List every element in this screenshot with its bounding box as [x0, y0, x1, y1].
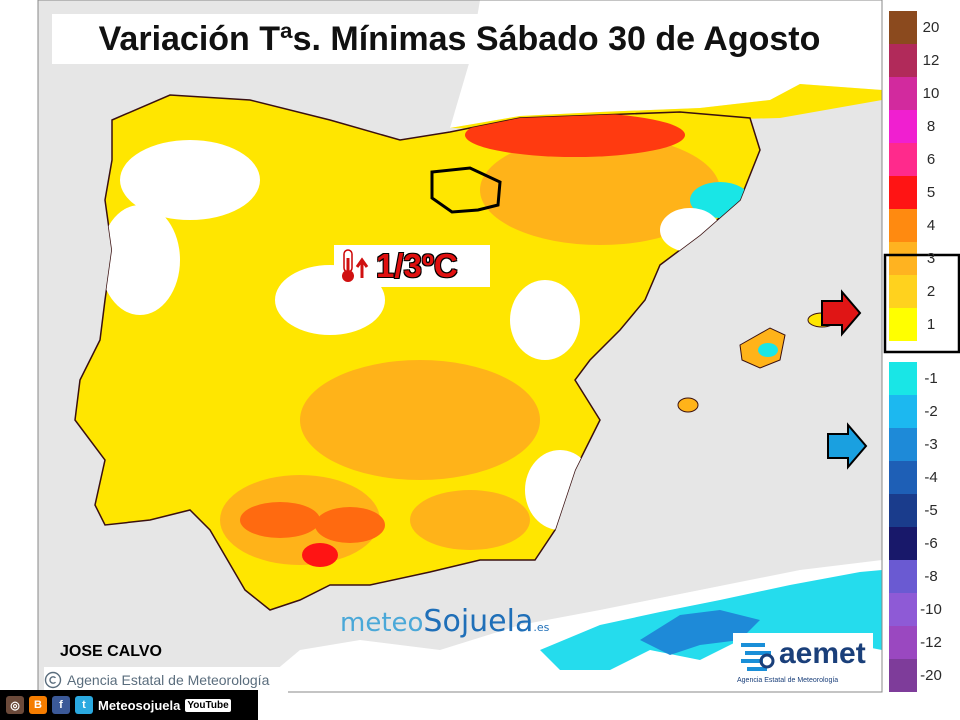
- legend-swatch: [889, 428, 917, 461]
- la-rioja-outline: [430, 166, 502, 214]
- watermark-part2: Sojuela: [423, 604, 534, 639]
- twitter-icon[interactable]: t: [75, 696, 93, 714]
- aemet-word: aemet: [779, 637, 866, 670]
- legend-swatch: [889, 308, 917, 341]
- legend-swatch: [889, 44, 917, 77]
- legend-label: 6: [926, 150, 936, 168]
- legend-label: 20: [922, 18, 940, 36]
- warm-zone: [510, 280, 580, 360]
- legend-label: 12: [922, 51, 940, 69]
- legend-label: 10: [922, 84, 940, 102]
- legend-swatch: [889, 176, 917, 209]
- map-title-box: Variación Tªs. Mínimas Sábado 30 de Agos…: [52, 14, 867, 64]
- aemet-swirl-icon: [741, 643, 775, 671]
- legend-swatch: [889, 362, 917, 395]
- legend-label: 2: [926, 282, 936, 300]
- facebook-icon[interactable]: f: [52, 696, 70, 714]
- legend-swatch: [889, 461, 917, 494]
- aemet-subtitle: Agencia Estatal de Meteorología: [737, 677, 839, 684]
- legend-swatch: [889, 494, 917, 527]
- legend-label: -4: [924, 468, 938, 486]
- legend-label: -10: [920, 600, 942, 618]
- legend-swatch: [889, 110, 917, 143]
- hot-zone: [465, 113, 685, 157]
- legend-label: -3: [924, 435, 938, 453]
- copyright-icon: [44, 671, 62, 689]
- watermark-part3: .es: [533, 621, 550, 634]
- ibiza-island: [677, 397, 699, 413]
- hot-zone: [315, 507, 385, 543]
- author-label: JOSE CALVO: [60, 643, 162, 660]
- legend-swatch: [889, 143, 917, 176]
- headline-callout: 1/3ºC: [334, 245, 490, 287]
- legend-swatch: [889, 11, 917, 44]
- legend-swatch: [889, 242, 917, 275]
- legend-label: 3: [926, 249, 936, 267]
- warm-arrow-icon: [821, 289, 862, 337]
- legend-label: -2: [924, 402, 938, 420]
- credit-text: Agencia Estatal de Meteorología: [67, 672, 270, 688]
- legend-label: 5: [926, 183, 936, 201]
- warm-zone: [480, 135, 720, 245]
- north-africa-land: [250, 560, 882, 692]
- legend-label: -12: [920, 633, 942, 651]
- legend-label: -1: [924, 369, 938, 387]
- headline-value: 1/3ºC: [376, 247, 458, 284]
- legend-label: 8: [926, 117, 936, 135]
- legend-swatch: [889, 209, 917, 242]
- legend-label: -6: [924, 534, 938, 552]
- hot-zone: [302, 543, 338, 567]
- legend-negative-scale: [889, 362, 917, 692]
- legend-swatch: [889, 275, 917, 308]
- watermark-part1: meteo: [340, 608, 424, 638]
- legend-swatch: [889, 593, 917, 626]
- legend-swatch: [889, 527, 917, 560]
- blogger-icon[interactable]: B: [29, 696, 47, 714]
- youtube-icon[interactable]: YouTube: [185, 698, 231, 712]
- legend-label: -5: [924, 501, 938, 519]
- legend-label: -8: [924, 567, 938, 585]
- meteosojuela-watermark: meteoSojuela.es: [340, 604, 549, 639]
- social-bar: ◎ B f t Meteosojuela YouTube: [0, 690, 258, 720]
- warm-zone: [300, 360, 540, 480]
- social-handle[interactable]: Meteosojuela: [98, 697, 181, 713]
- map-frame: [37, 0, 883, 693]
- legend-swatch: [889, 626, 917, 659]
- legend-label: 1: [926, 315, 936, 333]
- legend-highlight-box: [883, 253, 960, 354]
- legend-label: -20: [920, 666, 942, 684]
- legend-swatch: [889, 560, 917, 593]
- cold-arrow-icon: [827, 422, 868, 470]
- north-africa-cold-core: [640, 610, 760, 655]
- warm-zone: [410, 490, 530, 550]
- legend-positive-scale: [889, 11, 917, 341]
- mallorca-cold-spot: [758, 343, 778, 357]
- credit-line: Agencia Estatal de Meteorología: [44, 667, 288, 693]
- instagram-icon[interactable]: ◎: [6, 696, 24, 714]
- thermometer-up-icon: [342, 249, 369, 282]
- map-title: Variación Tªs. Mínimas Sábado 30 de Agos…: [98, 19, 821, 58]
- legend-label: 4: [926, 216, 936, 234]
- warm-zone: [100, 205, 180, 315]
- legend-swatch: [889, 77, 917, 110]
- legend-swatch: [889, 395, 917, 428]
- hot-zone: [240, 502, 320, 538]
- warm-zone: [120, 140, 260, 220]
- aemet-logo: aemet Agencia Estatal de Meteorología: [733, 633, 873, 688]
- legend-swatch: [889, 659, 917, 692]
